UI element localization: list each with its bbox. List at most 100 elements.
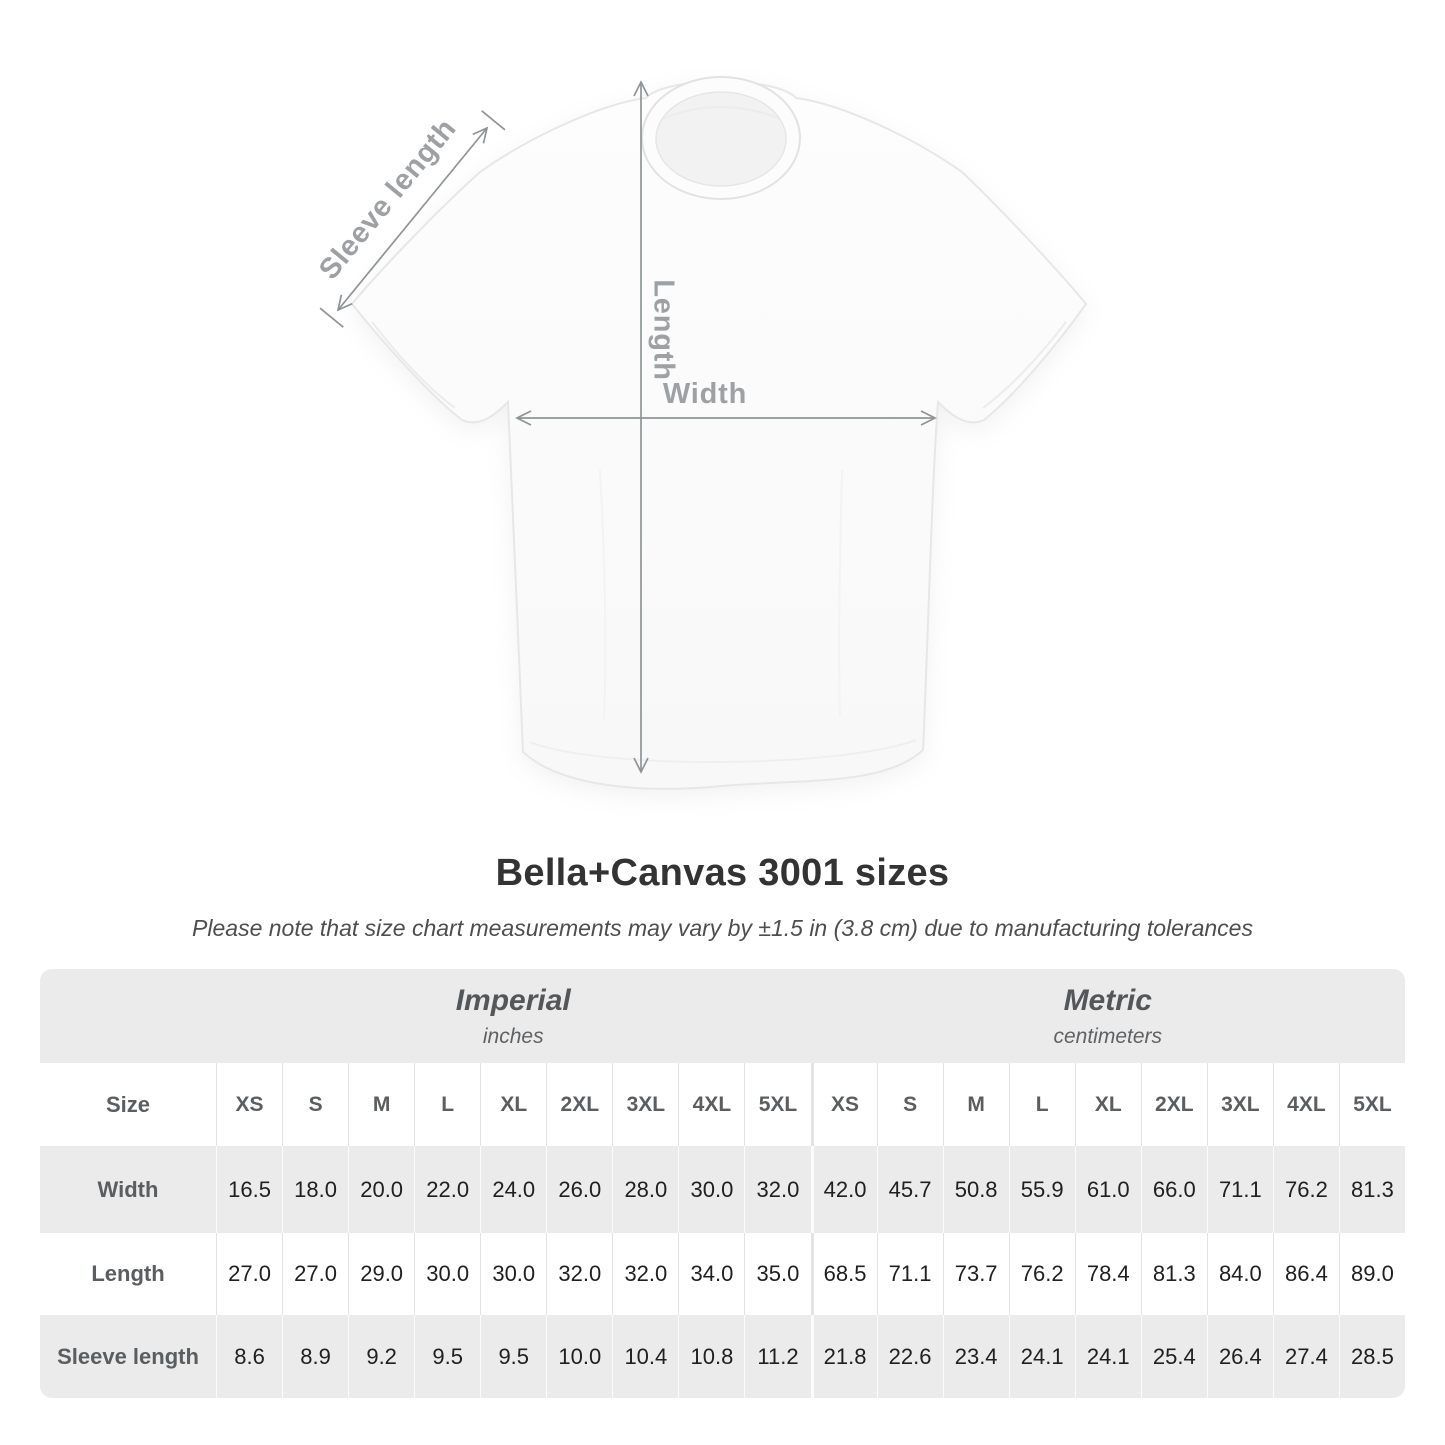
value-cell: 78.4 [1074,1233,1141,1315]
unit-band-row: Imperial inches Metric centimeters [40,969,1405,1063]
row-label: Sleeve length [40,1315,216,1398]
size-header: 2XL [546,1063,613,1146]
value-cell: 9.2 [348,1315,415,1398]
unit-band-spacer [40,969,216,1063]
size-header: M [348,1063,415,1146]
sleeve-length-row: Sleeve length 8.6 8.9 9.2 9.5 9.5 10.0 1… [40,1315,1405,1398]
value-cell: 27.0 [216,1233,283,1315]
tshirt-body [350,80,1088,790]
value-cell: 34.0 [678,1233,745,1315]
size-header: 5XL [744,1063,811,1146]
value-cell: 28.5 [1338,1315,1405,1398]
value-cell: 32.0 [612,1233,679,1315]
imperial-section-header: Imperial inches [216,969,811,1063]
value-cell: 10.8 [678,1315,745,1398]
tshirt-collar [641,76,801,200]
value-cell: 30.0 [414,1233,481,1315]
size-column-label: Size [40,1063,216,1146]
size-header: XS [810,1063,877,1146]
row-label: Width [40,1146,216,1233]
value-cell: 24.0 [480,1146,547,1233]
value-cell: 27.4 [1272,1315,1339,1398]
value-cell: 81.3 [1338,1146,1405,1233]
value-cell: 11.2 [744,1315,811,1398]
metric-title: Metric [1063,983,1152,1017]
length-arrow-label: Length [647,279,679,380]
value-cell: 21.8 [810,1315,877,1398]
value-cell: 45.7 [876,1146,943,1233]
value-cell: 35.0 [744,1233,811,1315]
size-header: XL [480,1063,547,1146]
value-cell: 8.6 [216,1315,283,1398]
value-cell: 26.0 [546,1146,613,1233]
value-cell: 25.4 [1140,1315,1207,1398]
value-cell: 30.0 [480,1233,547,1315]
value-cell: 68.5 [810,1233,877,1315]
value-cell: 32.0 [744,1146,811,1233]
page-title: Bella+Canvas 3001 sizes [495,852,950,894]
value-cell: 10.4 [612,1315,679,1398]
value-cell: 71.1 [1206,1146,1273,1233]
value-cell: 86.4 [1272,1233,1339,1315]
value-cell: 61.0 [1074,1146,1141,1233]
width-arrow-label: Width [663,378,747,410]
size-header: L [1008,1063,1075,1146]
value-cell: 22.6 [876,1315,943,1398]
value-cell: 23.4 [942,1315,1009,1398]
tshirt-image: Length Width Sleeve length [313,76,1088,790]
value-cell: 10.0 [546,1315,613,1398]
size-header: 2XL [1140,1063,1207,1146]
value-cell: 24.1 [1074,1315,1141,1398]
metric-unit: centimeters [1053,1024,1163,1048]
length-arrow [633,80,649,774]
size-header: 3XL [1206,1063,1273,1146]
value-cell: 66.0 [1140,1146,1207,1233]
imperial-title: Imperial [455,983,571,1017]
value-cell: 24.1 [1008,1315,1075,1398]
value-cell: 73.7 [942,1233,1009,1315]
size-header: 4XL [678,1063,745,1146]
size-header: L [414,1063,481,1146]
sleeve-length-arrow [319,110,506,328]
value-cell: 26.4 [1206,1315,1273,1398]
value-cell: 42.0 [810,1146,877,1233]
value-cell: 50.8 [942,1146,1009,1233]
value-cell: 84.0 [1206,1233,1273,1315]
tolerance-note: Please note that size chart measurements… [192,915,1253,941]
metric-section-header: Metric centimeters [810,969,1405,1063]
size-header: XL [1074,1063,1141,1146]
tshirt-measurement-diagram: Length Width Sleeve length [313,76,1088,790]
value-cell: 55.9 [1008,1146,1075,1233]
value-cell: 20.0 [348,1146,415,1233]
value-cell: 76.2 [1008,1233,1075,1315]
value-cell: 27.0 [282,1233,349,1315]
value-cell: 71.1 [876,1233,943,1315]
size-header: M [942,1063,1009,1146]
value-cell: 30.0 [678,1146,745,1233]
size-header: S [876,1063,943,1146]
size-header: 4XL [1272,1063,1339,1146]
value-cell: 9.5 [414,1315,481,1398]
value-cell: 29.0 [348,1233,415,1315]
value-cell: 89.0 [1338,1233,1405,1315]
value-cell: 16.5 [216,1146,283,1233]
value-cell: 28.0 [612,1146,679,1233]
row-label: Length [40,1233,216,1315]
value-cell: 9.5 [480,1315,547,1398]
width-row: Width 16.5 18.0 20.0 22.0 24.0 26.0 28.0… [40,1146,1405,1233]
size-header: 5XL [1338,1063,1405,1146]
imperial-unit: inches [482,1024,544,1048]
value-cell: 18.0 [282,1146,349,1233]
size-chart-table: Imperial inches Metric centimeters Size … [40,969,1405,1398]
size-header: XS [216,1063,283,1146]
value-cell: 22.0 [414,1146,481,1233]
size-header-row: Size XS S M L XL 2XL 3XL 4XL 5XL XS S M … [40,1063,1405,1146]
size-header: S [282,1063,349,1146]
width-arrow [515,410,937,426]
size-header: 3XL [612,1063,679,1146]
value-cell: 8.9 [282,1315,349,1398]
value-cell: 32.0 [546,1233,613,1315]
length-row: Length 27.0 27.0 29.0 30.0 30.0 32.0 32.… [40,1233,1405,1315]
value-cell: 76.2 [1272,1146,1339,1233]
